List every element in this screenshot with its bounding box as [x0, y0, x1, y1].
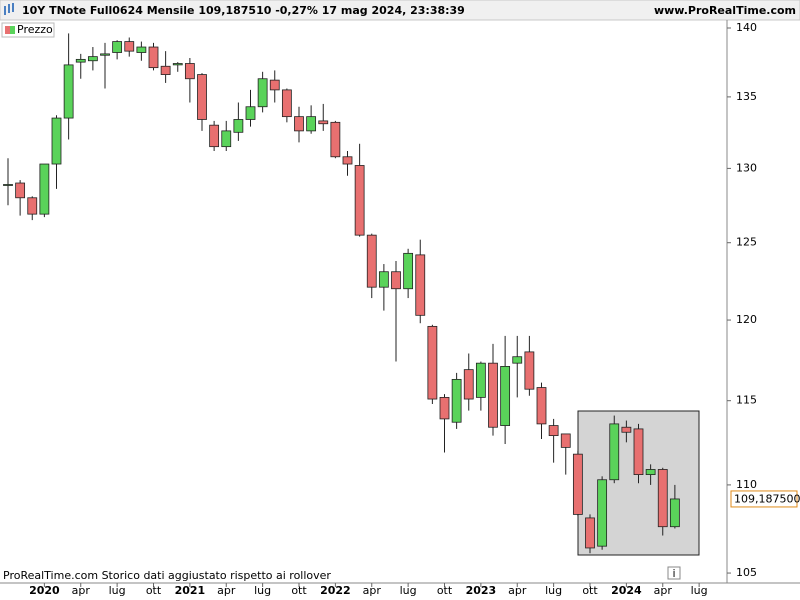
candle-body: [657, 469, 668, 528]
y-tick-label: 140: [736, 21, 757, 34]
candle-body: [585, 517, 595, 549]
candle-body: [609, 423, 620, 481]
candle-body: [3, 184, 13, 186]
x-tick-label: lug: [691, 584, 708, 597]
candle-body: [524, 351, 535, 390]
site-label: www.ProRealTime.com: [654, 4, 796, 17]
candle-body: [51, 117, 62, 165]
y-tick-label: 115: [736, 394, 757, 407]
last-price-label: 109,187500: [734, 492, 800, 505]
legend-swatch-down: [5, 26, 10, 34]
app-icon: [4, 3, 14, 15]
x-tick-label: 2023: [466, 584, 497, 597]
candle-body: [148, 46, 159, 69]
x-tick-label: apr: [508, 584, 527, 597]
candle-body: [548, 425, 559, 437]
candle-body: [391, 271, 401, 290]
legend-swatch-up: [10, 26, 15, 34]
candle-body: [572, 453, 583, 515]
header-bar: [0, 0, 800, 21]
candle-body: [221, 130, 232, 148]
candle-body: [597, 479, 608, 547]
candle-body: [342, 156, 353, 165]
candle-body: [512, 356, 523, 364]
candle-body: [136, 46, 147, 53]
candle-body: [318, 120, 329, 125]
candle-body: [15, 182, 26, 199]
x-tick-label: ott: [291, 584, 307, 597]
candle-body: [209, 124, 220, 148]
x-tick-label: 2022: [320, 584, 351, 597]
footer-bg: [0, 568, 300, 582]
candle-body: [124, 41, 135, 52]
chart-title: 10Y TNote Full0624 Mensile 109,187510 -0…: [22, 4, 465, 17]
candle-body: [366, 234, 377, 288]
legend-label: Prezzo: [17, 23, 53, 36]
candle-body: [245, 106, 256, 120]
candle-body: [330, 121, 341, 158]
candle-body: [197, 74, 207, 120]
candle-body: [257, 78, 268, 108]
y-tick-label: 120: [736, 313, 757, 326]
candle-body: [87, 56, 98, 62]
candle-body: [27, 197, 38, 215]
candle-body: [536, 387, 547, 425]
candle-body: [645, 469, 656, 476]
candle-body: [281, 89, 292, 118]
candle-body: [269, 79, 280, 91]
candle-body: [403, 252, 414, 290]
x-tick-label: 2020: [29, 584, 60, 597]
x-tick-label: apr: [72, 584, 91, 597]
candle-body: [427, 325, 438, 400]
candle-body: [63, 64, 74, 119]
candle-body: [100, 53, 110, 56]
y-tick-label: 110: [736, 478, 757, 491]
last-price-box: [730, 490, 798, 508]
x-tick-label: 2024: [611, 584, 642, 597]
x-tick-label: lug: [400, 584, 417, 597]
x-tick-label: lug: [545, 584, 562, 597]
candle-body: [415, 254, 426, 316]
candle-body: [475, 362, 486, 398]
x-tick-label: lug: [109, 584, 126, 597]
candle-body: [451, 378, 462, 423]
y-tick-label: 125: [736, 236, 757, 249]
candle-body: [306, 116, 317, 132]
svg-text:i: i: [672, 567, 675, 580]
candle-body: [160, 65, 171, 75]
x-tick-label: apr: [654, 584, 673, 597]
y-tick-label: 130: [736, 161, 757, 174]
x-tick-label: ott: [437, 584, 453, 597]
candle-body: [172, 63, 183, 66]
candle-body: [560, 433, 571, 448]
x-tick-label: 2021: [175, 584, 206, 597]
candle-body: [439, 396, 450, 420]
candle-body: [75, 58, 86, 63]
footer-note: ProRealTime.com Storico dati aggiustato …: [3, 569, 331, 582]
x-tick-label: lug: [254, 584, 271, 597]
y-tick-label: 105: [736, 566, 757, 579]
x-tick-label: ott: [146, 584, 162, 597]
candle-body: [488, 362, 498, 428]
candle-body: [633, 428, 644, 476]
x-tick-label: ott: [582, 584, 598, 597]
candle-body: [500, 366, 511, 426]
info-icon[interactable]: i: [667, 566, 681, 580]
candle-body: [378, 271, 389, 288]
candle-body: [463, 369, 474, 400]
x-tick-label: apr: [217, 584, 236, 597]
y-tick-label: 135: [736, 90, 757, 103]
candle-body: [621, 426, 632, 433]
candle-body: [233, 119, 244, 133]
candle-body: [354, 165, 365, 236]
candle-body: [184, 63, 195, 80]
candle-body: [112, 41, 123, 53]
candle-body: [669, 498, 680, 528]
candle-body: [294, 116, 304, 132]
candle-body: [39, 163, 50, 215]
x-tick-label: apr: [363, 584, 382, 597]
